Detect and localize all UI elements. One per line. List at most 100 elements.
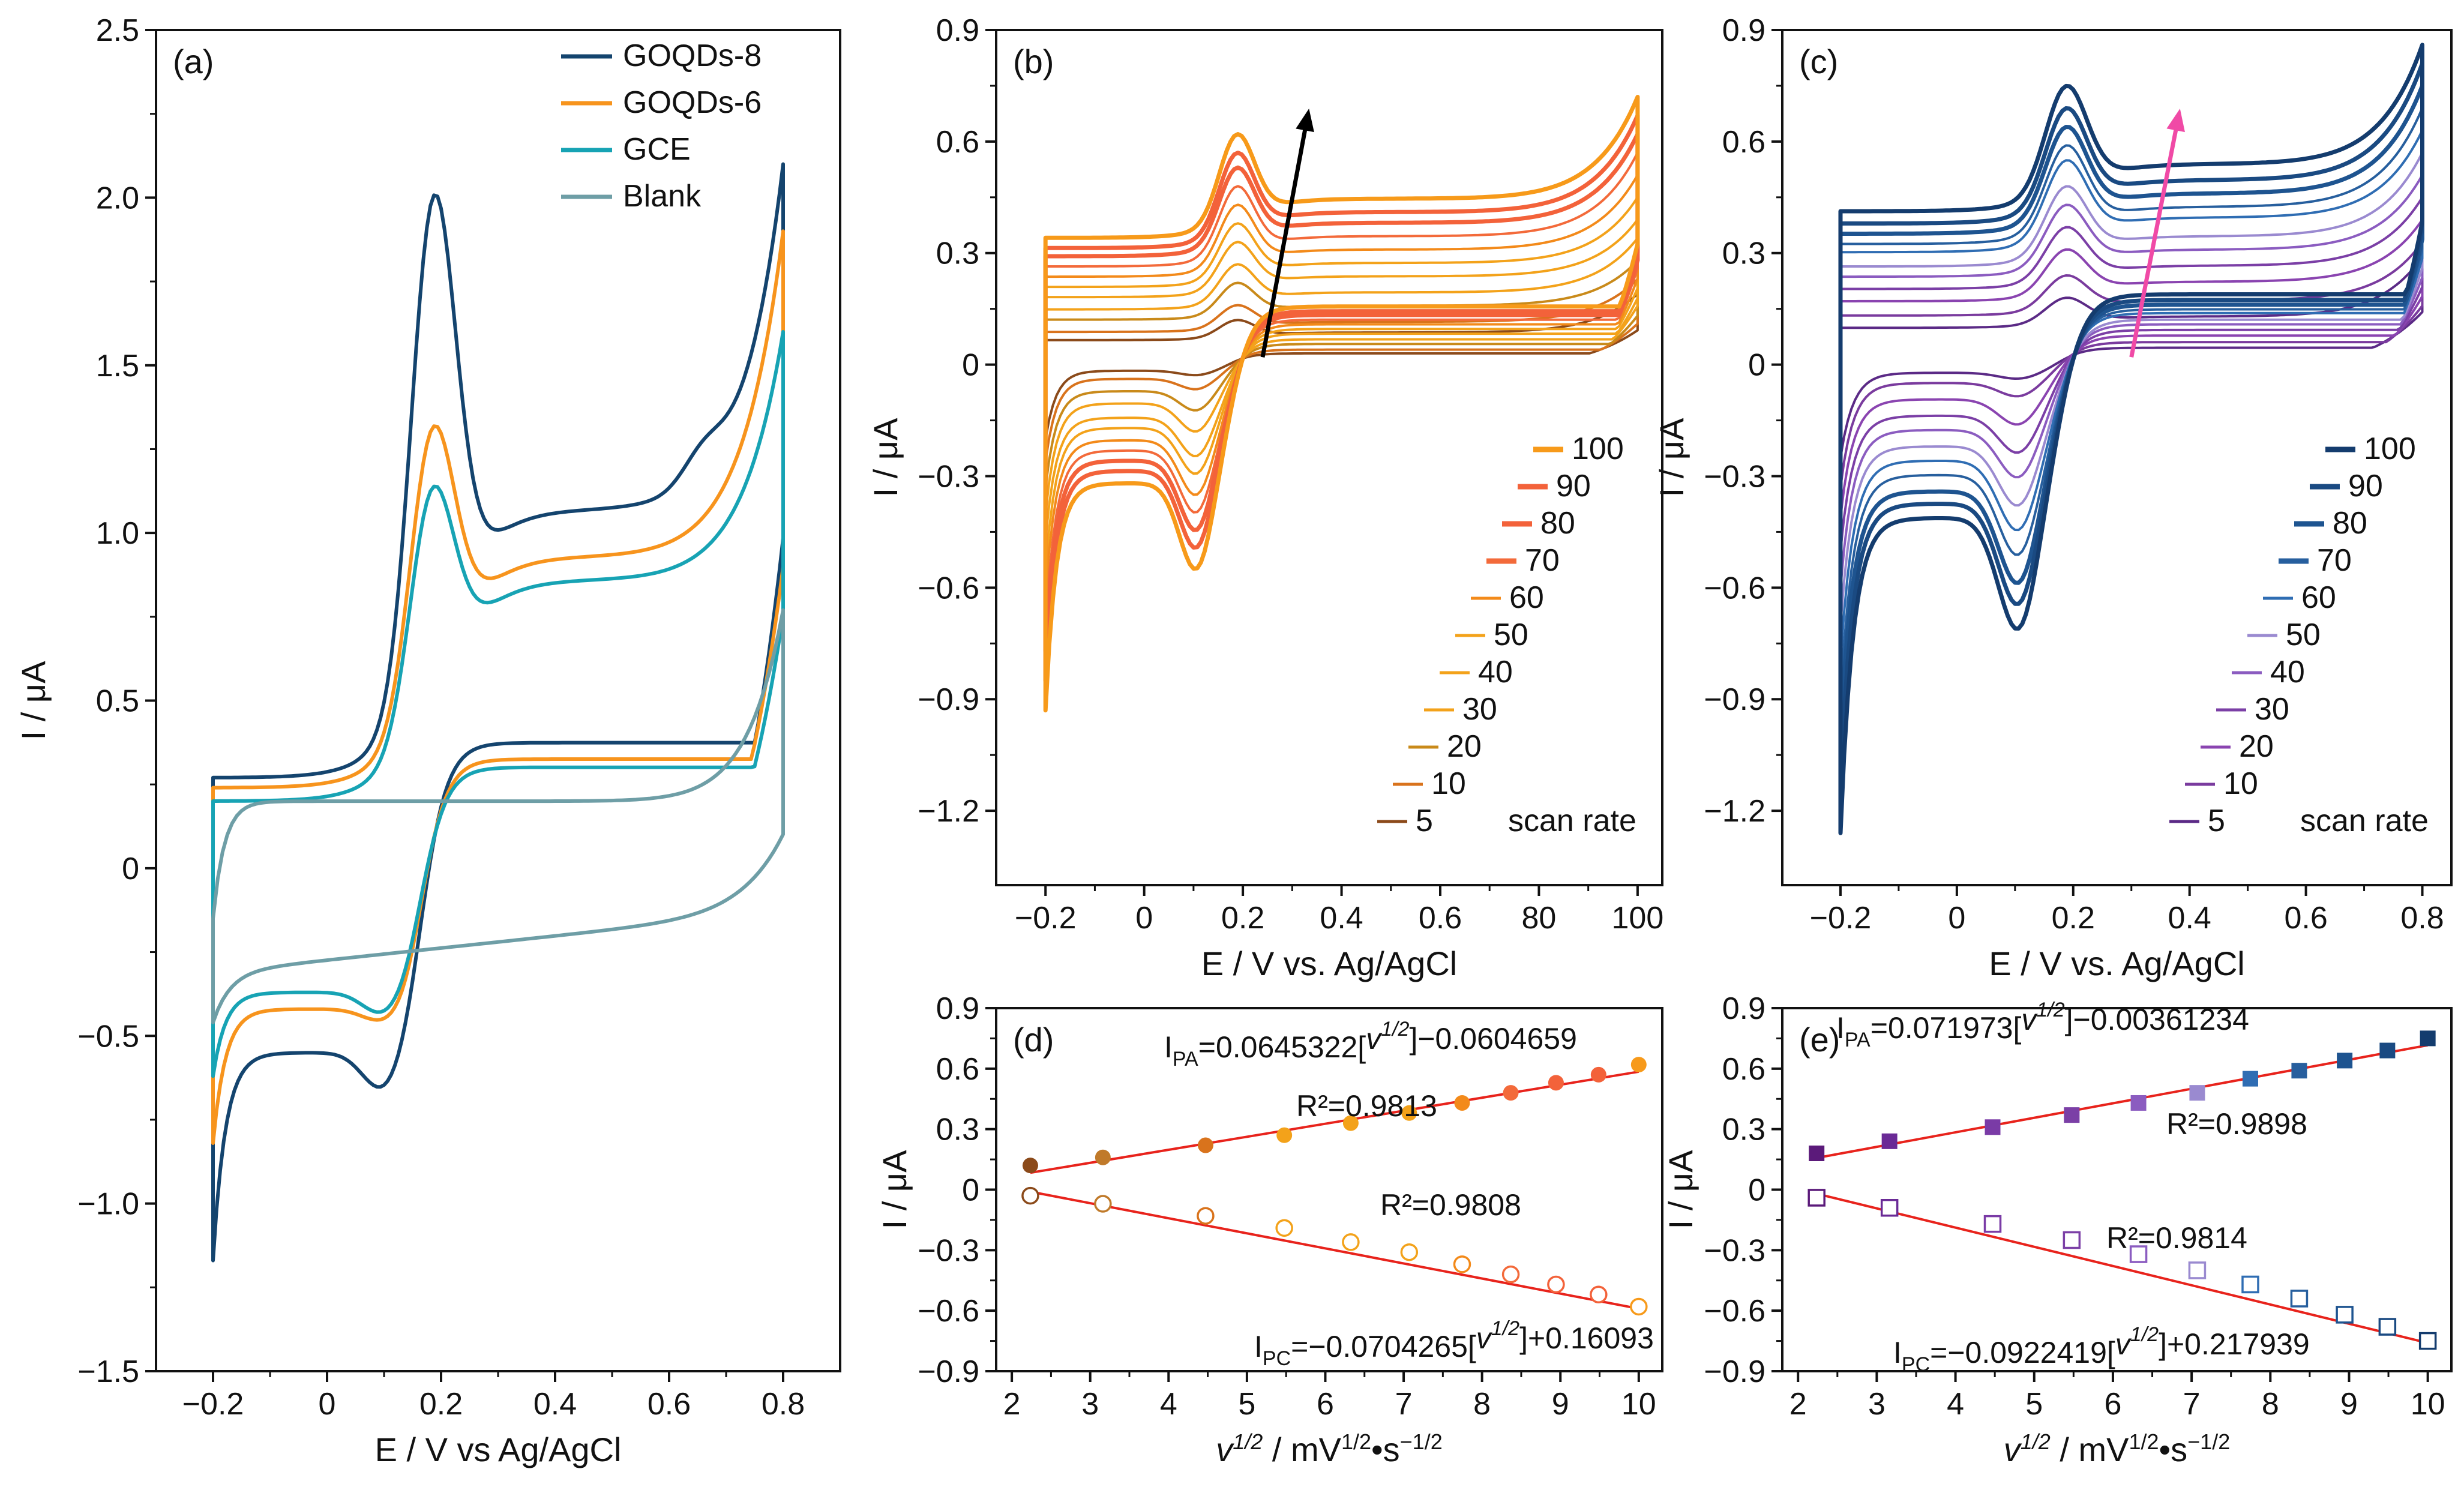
x-tick-label: 0.6 xyxy=(2284,901,2327,936)
y-tick-label: 0.6 xyxy=(936,125,979,160)
y-axis-label: I / μA xyxy=(867,418,904,497)
x-tick-label: 10 xyxy=(1621,1387,1656,1422)
y-tick-label: 0 xyxy=(962,348,979,383)
y-axis-label: I / μA xyxy=(14,661,52,740)
y-tick-label: 0 xyxy=(122,852,139,886)
y-axis-label: I / μA xyxy=(1662,1150,1699,1230)
legend-label: 70 xyxy=(2317,543,2352,578)
data-point-cathodic xyxy=(1197,1207,1215,1225)
y-tick-label: −0.9 xyxy=(918,1354,979,1389)
panel-d: 2 3 4 5 6 7 8 9 10 −0.9 −0.6 −0.3 0 0.3 0.6 0.9 (d) I / μ… xyxy=(876,991,1663,1468)
equation-part: 1/2 xyxy=(1381,1018,1409,1041)
fit-line-anodic xyxy=(1816,1044,2429,1159)
equation-part: ]−0.0604659 xyxy=(1409,1022,1576,1056)
x-tick-label: 0.2 xyxy=(2052,901,2095,936)
legend-label: 40 xyxy=(1478,655,1513,689)
data-point-cathodic xyxy=(2129,1245,2148,1263)
data-point-anodic xyxy=(1630,1057,1647,1073)
cv-curve-scan-60 xyxy=(1839,129,2424,664)
equation-part: ]−0.00361234 xyxy=(2065,1003,2249,1036)
panel-label: (d) xyxy=(1013,1021,1054,1059)
x-tick-label: −0.2 xyxy=(182,1387,244,1422)
axis-label-part: 1/2 xyxy=(1233,1429,1263,1454)
legend-label: GOQDs-6 xyxy=(623,85,762,120)
data-point-anodic xyxy=(1276,1127,1293,1143)
equation-part: 1/2 xyxy=(1491,1317,1519,1340)
equation-part: I xyxy=(1836,1011,1845,1045)
x-axis-label: E / V vs Ag/AgCl xyxy=(375,1431,622,1468)
axis-label-part: −1/2 xyxy=(2187,1429,2230,1454)
x-tick-label: 0.8 xyxy=(762,1387,805,1422)
legend-label: 90 xyxy=(2348,469,2383,503)
r-squared-anodic: R²=0.9898 xyxy=(2166,1107,2307,1141)
x-tick-label: 100 xyxy=(1612,901,1664,936)
data-point-anodic xyxy=(2242,1071,2258,1087)
data-point-anodic xyxy=(1809,1146,1825,1161)
data-point-cathodic xyxy=(1094,1195,1112,1213)
y-tick-label: 1.0 xyxy=(96,516,139,551)
panel-label: (a) xyxy=(173,43,214,80)
x-tick-label: 0 xyxy=(1135,901,1153,936)
equation-part: ]+0.16093 xyxy=(1519,1321,1654,1355)
cv-curve-scan-100 xyxy=(1838,43,2424,835)
legend-label: 50 xyxy=(1494,617,1528,652)
equation-part: PA xyxy=(1173,1048,1198,1071)
legend-label: 40 xyxy=(2270,655,2305,689)
x-tick-label: 0.4 xyxy=(1320,901,1363,936)
data-point-anodic xyxy=(1985,1119,2001,1135)
equation-part: PC xyxy=(1902,1353,1930,1376)
x-tick-label: 0.6 xyxy=(648,1387,691,1422)
y-tick-label: −1.0 xyxy=(77,1187,139,1222)
r-squared-anodic: R²=0.9813 xyxy=(1296,1089,1437,1123)
equation-part: ]+0.217939 xyxy=(2159,1327,2310,1361)
equation-cathodic: IPC=−0.0704265[v1/2]+0.16093 xyxy=(1254,1317,1654,1370)
data-point-cathodic xyxy=(1880,1199,1899,1217)
data-point-cathodic xyxy=(2063,1231,2081,1249)
data-point-anodic xyxy=(1590,1066,1606,1083)
equation-part: PA xyxy=(1845,1029,1871,1051)
equation-part: =0.0645322[ xyxy=(1198,1030,1366,1064)
axis-label-part: •s xyxy=(2159,1431,2188,1468)
legend-label: 100 xyxy=(2364,431,2416,466)
trend-arrow-head xyxy=(1296,109,1314,133)
legend-label: 100 xyxy=(1572,431,1624,466)
x-tick-label: −0.2 xyxy=(1810,901,1872,936)
equation-part: v xyxy=(1476,1321,1493,1355)
data-point-anodic xyxy=(1548,1075,1564,1091)
x-tick-label: 0 xyxy=(1948,901,1965,936)
x-tick-label: 5 xyxy=(1238,1387,1255,1422)
legend-label: GCE xyxy=(623,132,691,167)
x-tick-label: 0.2 xyxy=(1221,901,1264,936)
data-point-cathodic xyxy=(2378,1318,2397,1336)
legend-label: 50 xyxy=(2286,617,2321,652)
legend-label: 70 xyxy=(1525,543,1560,578)
y-tick-label: 0.6 xyxy=(1722,125,1765,160)
x-tick-label: 0.8 xyxy=(2400,901,2444,936)
equation-part: v xyxy=(1366,1022,1383,1056)
x-tick-label: 9 xyxy=(2340,1387,2358,1422)
y-tick-label: −0.9 xyxy=(1704,1354,1765,1389)
axis-label-part: 1/2 xyxy=(1341,1429,1371,1454)
x-tick-label: 4 xyxy=(1160,1387,1177,1422)
x-axis-label: E / V vs. Ag/AgCl xyxy=(1989,945,2244,982)
panel-label: (c) xyxy=(1799,43,1838,80)
panel-a: −0.2 0 0.2 0.4 0.6 0.8 −1.5 −1.0 −0.5 0 0.5 1.0 1.5 2… xyxy=(14,13,841,1468)
x-tick-label: 8 xyxy=(1473,1387,1491,1422)
y-tick-label: −1.5 xyxy=(77,1354,139,1389)
x-tick-label: 0.2 xyxy=(419,1387,463,1422)
x-tick-label: 5 xyxy=(2025,1387,2043,1422)
y-tick-label: 0.9 xyxy=(936,991,979,1026)
equation-part: =0.071973[ xyxy=(1871,1011,2022,1045)
data-point-cathodic xyxy=(1807,1189,1825,1207)
legend-label: 60 xyxy=(2301,580,2336,615)
axis-label-part: 1/2 xyxy=(2129,1429,2159,1454)
x-tick-label: 8 xyxy=(2262,1387,2279,1422)
y-tick-label: 0.3 xyxy=(1722,236,1765,271)
data-point-anodic xyxy=(1022,1158,1038,1174)
x-tick-label: 6 xyxy=(2104,1387,2121,1422)
panel-label: (b) xyxy=(1013,43,1054,80)
data-point-cathodic xyxy=(1275,1219,1293,1237)
fit-line-anodic xyxy=(1030,1070,1639,1174)
y-tick-label: 0.9 xyxy=(1722,13,1765,48)
